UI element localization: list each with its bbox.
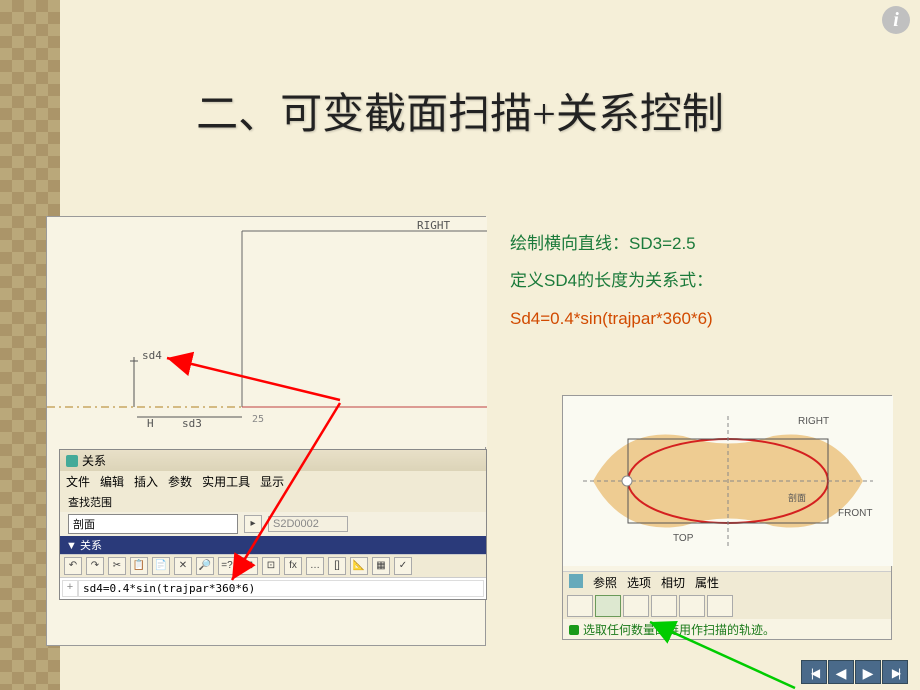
- annotation-line-2: 定义SD4的长度为关系式：: [510, 262, 870, 299]
- delete-icon[interactable]: ✕: [174, 557, 192, 575]
- relation-expression-input[interactable]: sd4=0.4*sin(trajpar*360*6): [78, 580, 484, 597]
- brackets-icon[interactable]: []: [328, 557, 346, 575]
- menu-edit[interactable]: 编辑: [100, 473, 124, 490]
- dialog-menubar: 文件 编辑 插入 参数 实用工具 显示: [60, 471, 486, 492]
- relations-section-header[interactable]: ▼ 关系: [60, 536, 486, 554]
- tab-tangent[interactable]: 相切: [661, 574, 685, 591]
- nav-next-button[interactable]: ▶: [855, 660, 881, 684]
- tool-sketch-icon[interactable]: [623, 595, 649, 617]
- grid-icon[interactable]: ▦: [372, 557, 390, 575]
- tab-options[interactable]: 选项: [627, 574, 651, 591]
- preview-toolbar: [563, 593, 891, 619]
- menu-params[interactable]: 参数: [168, 473, 192, 490]
- eval-icon[interactable]: =?: [218, 557, 236, 575]
- find-icon[interactable]: 🔎: [196, 557, 214, 575]
- svg-text:25: 25: [252, 414, 264, 425]
- menu-display[interactable]: 显示: [260, 473, 284, 490]
- redo-icon[interactable]: ↷: [86, 557, 104, 575]
- menu-file[interactable]: 文件: [66, 473, 90, 490]
- undo-icon[interactable]: ↶: [64, 557, 82, 575]
- relations-toolbar: ↶ ↷ ✂ 📋 📄 ✕ 🔎 =? ⊞ ⊡ fx … [] 📐 ▦ ✓: [60, 554, 486, 578]
- dialog-title: 关系: [82, 452, 106, 469]
- tool-6-icon[interactable]: [707, 595, 733, 617]
- svg-text:剖面: 剖面: [788, 492, 806, 503]
- tb-icon-1[interactable]: ⊞: [240, 557, 258, 575]
- units-icon[interactable]: 📐: [350, 557, 368, 575]
- sketch-drawing: RIGHT sd4 H sd3 25: [47, 217, 487, 447]
- svg-text:H: H: [147, 417, 154, 430]
- dialog-icon: [66, 455, 78, 467]
- add-row-button[interactable]: +: [62, 580, 78, 597]
- copy-icon[interactable]: 📋: [130, 557, 148, 575]
- svg-text:TOP: TOP: [673, 533, 694, 544]
- svg-text:sd3: sd3: [182, 417, 202, 430]
- tool-solid-icon[interactable]: [567, 595, 593, 617]
- slide-nav: |◀ ◀ ▶ ▶|: [801, 660, 908, 684]
- svg-text:RIGHT: RIGHT: [417, 219, 450, 232]
- annotation-line-1: 绘制横向直线：SD3=2.5: [510, 225, 870, 262]
- slide-title: 二、可变截面扫描+关系控制: [0, 80, 920, 141]
- status-message: 选取任何数量的链用作扫描的轨迹。: [563, 619, 891, 640]
- nav-prev-button[interactable]: ◀: [828, 660, 854, 684]
- svg-text:FRONT: FRONT: [838, 508, 872, 519]
- preview-screenshot: RIGHT FRONT TOP 剖面 参照 选项 相切 属性 选取任何数量的链用…: [562, 395, 892, 640]
- dialog-titlebar: 关系: [60, 450, 486, 471]
- status-dot-icon: [569, 625, 579, 635]
- tab-icon: [569, 574, 583, 588]
- svg-text:RIGHT: RIGHT: [798, 416, 829, 427]
- tb-icon-2[interactable]: ⊡: [262, 557, 280, 575]
- info-icon[interactable]: i: [882, 6, 910, 34]
- scope-dropdown[interactable]: 剖面: [68, 514, 238, 534]
- status-text: 选取任何数量的链用作扫描的轨迹。: [583, 621, 775, 638]
- tab-reference[interactable]: 参照: [593, 574, 617, 591]
- annotation-equation: Sd4=0.4*sin(trajpar*360*6): [510, 300, 870, 337]
- fx-icon[interactable]: fx: [284, 557, 302, 575]
- menu-insert[interactable]: 插入: [134, 473, 158, 490]
- nav-last-button[interactable]: ▶|: [882, 660, 908, 684]
- preview-drawing: RIGHT FRONT TOP 剖面: [563, 396, 893, 566]
- more-icon[interactable]: …: [306, 557, 324, 575]
- preview-tabs: 参照 选项 相切 属性: [563, 571, 891, 593]
- check-icon[interactable]: ✓: [394, 557, 412, 575]
- relations-dialog: 关系 文件 编辑 插入 参数 实用工具 显示 查找范围 剖面 ▸ S2D0002…: [59, 449, 487, 600]
- sketch-screenshot: RIGHT sd4 H sd3 25 关系 文件 编辑 插入 参数 实用工具 显…: [46, 216, 486, 646]
- annotation-text: 绘制横向直线：SD3=2.5 定义SD4的长度为关系式： Sd4=0.4*sin…: [510, 225, 870, 337]
- scope-label: 查找范围: [60, 492, 486, 512]
- cut-icon[interactable]: ✂: [108, 557, 126, 575]
- arrow-button[interactable]: ▸: [244, 515, 262, 533]
- nav-first-button[interactable]: |◀: [801, 660, 827, 684]
- tab-properties[interactable]: 属性: [695, 574, 719, 591]
- tool-surface-icon[interactable]: [595, 595, 621, 617]
- id-field: S2D0002: [268, 516, 348, 532]
- tool-remove-icon[interactable]: [651, 595, 677, 617]
- paste-icon[interactable]: 📄: [152, 557, 170, 575]
- menu-tools[interactable]: 实用工具: [202, 473, 250, 490]
- svg-text:sd4: sd4: [142, 349, 162, 362]
- tool-5-icon[interactable]: [679, 595, 705, 617]
